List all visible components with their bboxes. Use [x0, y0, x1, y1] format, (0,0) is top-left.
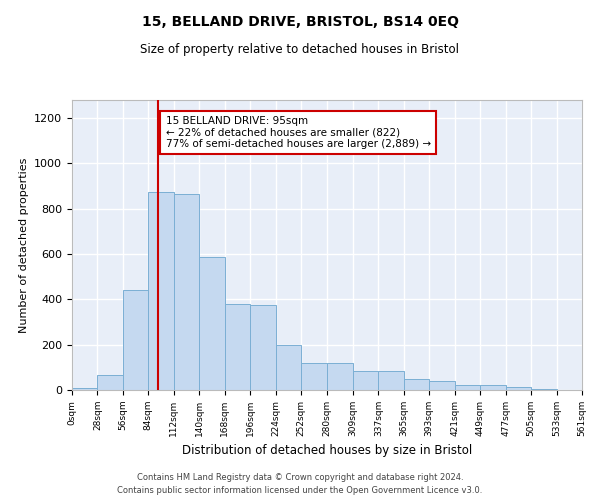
Bar — [379, 370, 404, 390]
Bar — [506, 386, 531, 390]
Text: 15, BELLAND DRIVE, BRISTOL, BS14 0EQ: 15, BELLAND DRIVE, BRISTOL, BS14 0EQ — [142, 15, 458, 29]
Bar — [148, 192, 174, 390]
Bar — [275, 344, 301, 390]
Bar — [174, 194, 199, 390]
Bar — [199, 258, 225, 390]
Bar — [301, 363, 326, 390]
Bar — [123, 290, 148, 390]
Bar — [353, 370, 379, 390]
Bar — [455, 386, 480, 390]
Text: Contains HM Land Registry data © Crown copyright and database right 2024.
Contai: Contains HM Land Registry data © Crown c… — [118, 474, 482, 495]
Bar — [531, 389, 557, 390]
Bar — [225, 304, 250, 390]
Bar — [480, 386, 506, 390]
Y-axis label: Number of detached properties: Number of detached properties — [19, 158, 29, 332]
Text: 15 BELLAND DRIVE: 95sqm
← 22% of detached houses are smaller (822)
77% of semi-d: 15 BELLAND DRIVE: 95sqm ← 22% of detache… — [166, 116, 431, 149]
Bar — [250, 305, 275, 390]
Bar — [404, 378, 429, 390]
X-axis label: Distribution of detached houses by size in Bristol: Distribution of detached houses by size … — [182, 444, 472, 458]
Bar — [429, 381, 455, 390]
Bar — [326, 363, 353, 390]
Bar — [97, 376, 123, 390]
Text: Size of property relative to detached houses in Bristol: Size of property relative to detached ho… — [140, 42, 460, 56]
Bar — [72, 388, 97, 390]
